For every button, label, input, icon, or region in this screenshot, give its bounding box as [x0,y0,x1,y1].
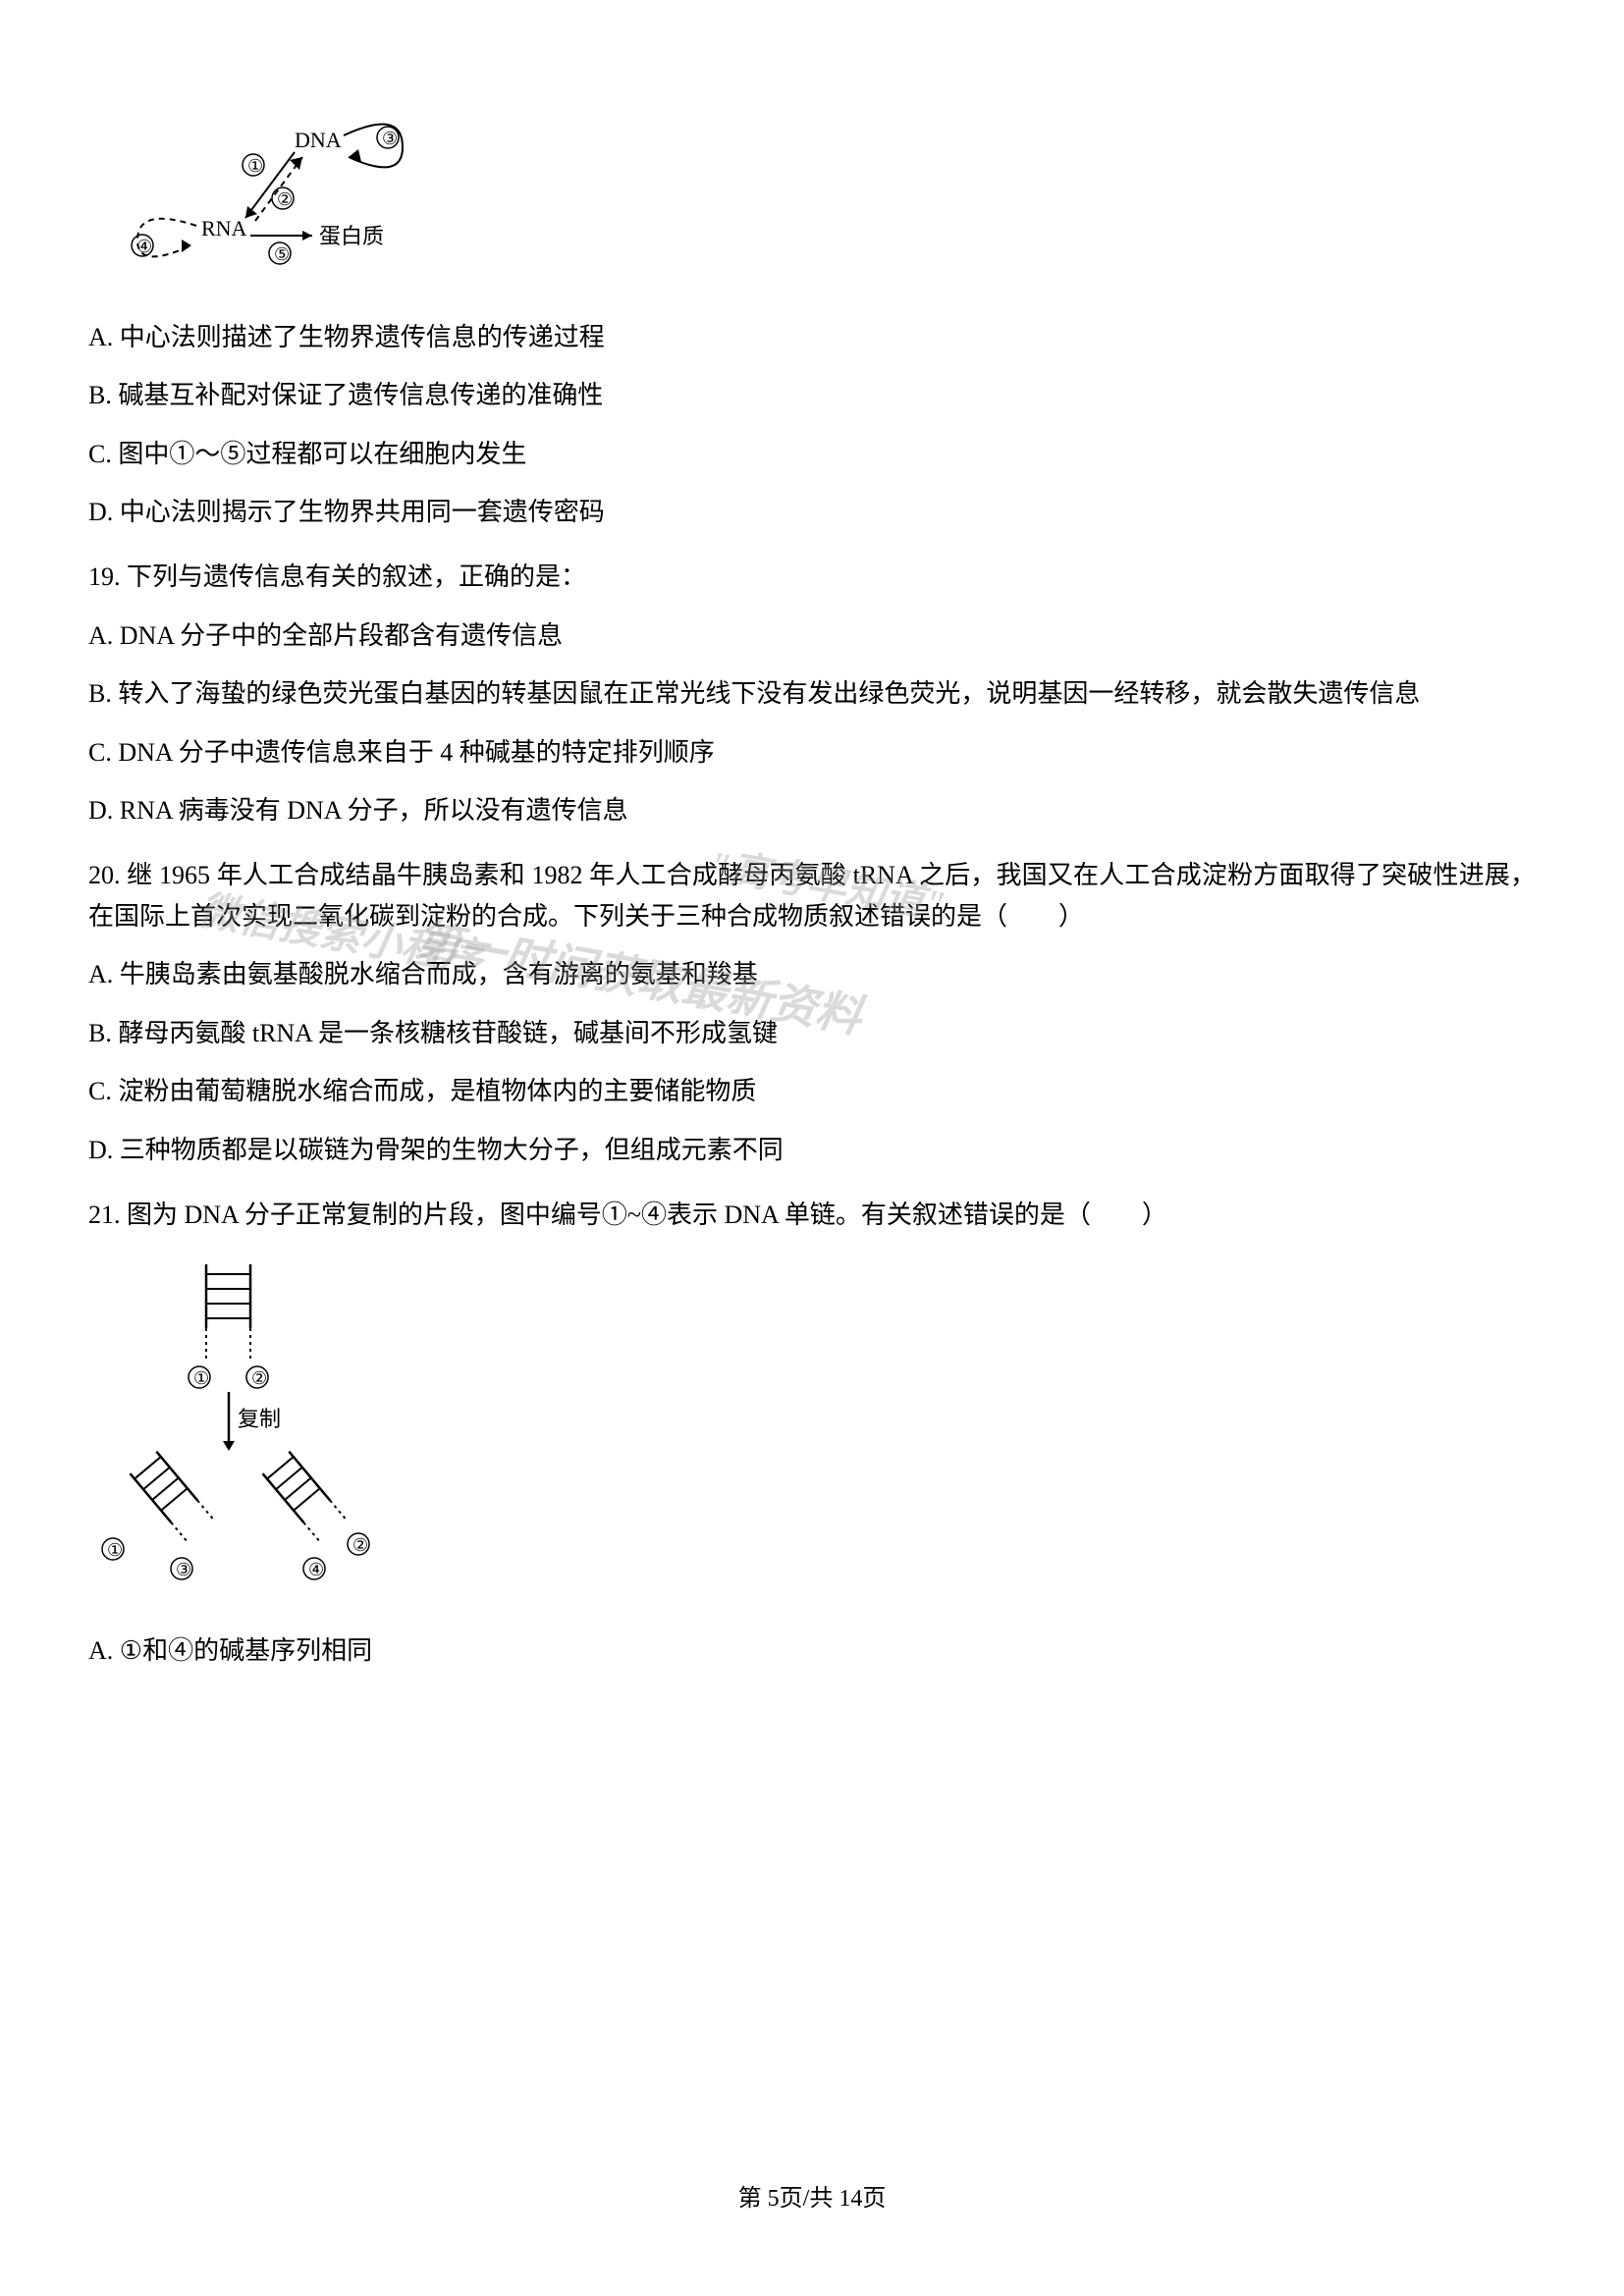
q18-option-b: B. 碱基互补配对保证了遗传信息传递的准确性 [88,375,1536,416]
d2-c1-top: ① [193,1368,209,1388]
circ2-label: ② [277,189,293,209]
q21-option-a: A. ①和④的碱基序列相同 [88,1630,1536,1672]
q20-option-d: D. 三种物质都是以碳链为骨架的生物大分子，但组成元素不同 [88,1130,1536,1171]
diagram2-svg: ① ② 复制 ① ③ [88,1255,403,1588]
q19-stem: 19. 下列与遗传信息有关的叙述，正确的是： [88,557,1536,598]
q18-option-c: C. 图中①〜⑤过程都可以在细胞内发生 [88,434,1536,475]
d2-c4: ④ [308,1560,324,1579]
page-footer: 第 5页/共 14页 [0,2180,1624,2217]
q21-stem: 21. 图为 DNA 分子正常复制的片段，图中编号①~④表示 DNA 单链。有关… [88,1195,1536,1236]
circ4-label: ④ [136,237,152,256]
dna-replication-diagram: ① ② 复制 ① ③ [88,1255,1536,1601]
d2-c2-bot: ② [352,1535,368,1555]
copy-label: 复制 [238,1407,281,1431]
protein-label: 蛋白质 [319,224,384,248]
q18-option-a: A. 中心法则描述了生物界遗传信息的传递过程 [88,317,1536,358]
q20-option-c: C. 淀粉由葡萄糖脱水缩合而成，是植物体内的主要储能物质 [88,1071,1536,1112]
d2-c2-top: ② [251,1368,267,1388]
d2-c3: ③ [176,1560,191,1579]
circ5-label: ⑤ [274,244,290,264]
circ3-label: ③ [382,129,398,148]
circ1-label: ① [247,156,263,176]
q19-option-b: B. 转入了海蛰的绿色荧光蛋白基因的转基因鼠在正常光线下没有发出绿色荧光，说明基… [88,673,1536,715]
dna-label: DNA [295,128,342,152]
diagram-svg: DNA RNA 蛋白质 ③ ④ ① ② ⑤ [88,98,461,275]
q20-option-a: A. 牛胰岛素由氨基酸脱水缩合而成，含有游离的氨基和羧基 [88,954,1536,995]
q18-option-d: D. 中心法则揭示了生物界共用同一套遗传密码 [88,492,1536,533]
rna-label: RNA [201,216,247,240]
q20-stem: 20. 继 1965 年人工合成结晶牛胰岛素和 1982 年人工合成酵母丙氨酸 … [88,855,1536,936]
d2-c1-bot: ① [107,1540,123,1560]
q19-option-d: D. RNA 病毒没有 DNA 分子，所以没有遗传信息 [88,790,1536,831]
q20-option-b: B. 酵母丙氨酸 tRNA 是一条核糖核苷酸链，碱基间不形成氢键 [88,1013,1536,1054]
q19-option-a: A. DNA 分子中的全部片段都含有遗传信息 [88,615,1536,657]
central-dogma-diagram: DNA RNA 蛋白质 ③ ④ ① ② ⑤ [88,98,1536,288]
q19-option-c: C. DNA 分子中遗传信息来自于 4 种碱基的特定排列顺序 [88,732,1536,774]
